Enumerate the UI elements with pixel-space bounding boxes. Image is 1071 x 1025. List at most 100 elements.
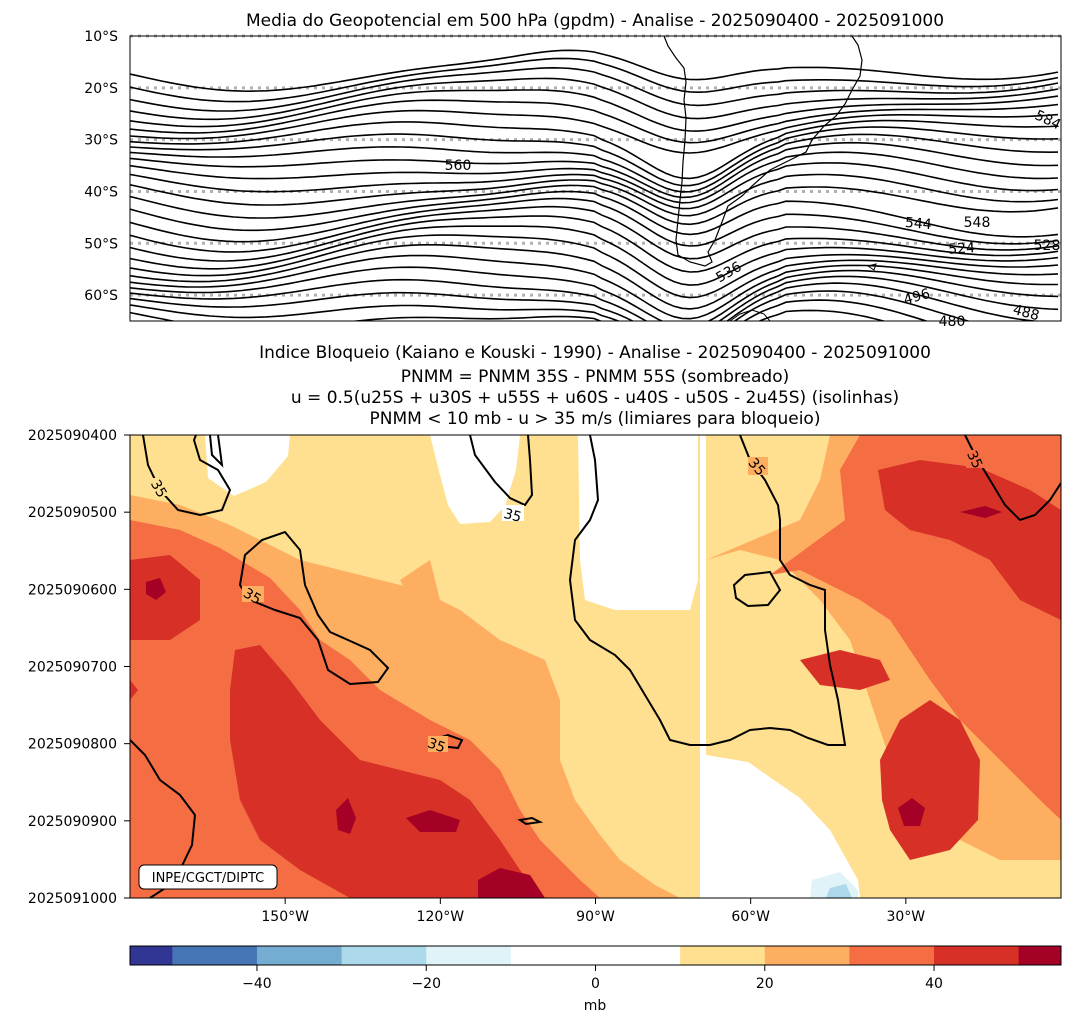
geopotential-contour (130, 49, 1059, 93)
bottom-title-line: u = 0.5(u25S + u30S + u55S + u60S - u40S… (291, 388, 899, 408)
field-region-30-40 (130, 555, 200, 640)
geopotential-contour (130, 299, 929, 321)
field-region-30-40 (800, 650, 890, 690)
geopotential-contour (130, 290, 971, 321)
geopotential-contour (130, 133, 1059, 193)
bottom-plot-area (130, 435, 1061, 898)
field-region-white (430, 435, 520, 524)
top-y-tick-label: 50°S (84, 236, 118, 252)
isoline-label-35: 35 (425, 735, 447, 756)
bottom-y-tick-label: 2025091000 (28, 891, 117, 907)
top-y-tick-label: 30°S (84, 133, 118, 149)
geopotential-contour (130, 162, 1059, 210)
colorbar-segment (341, 946, 427, 965)
colorbar-segment (595, 946, 681, 965)
geopotential-contour (130, 282, 1044, 321)
colorbar (130, 946, 1062, 965)
colorbar-tick-label: 0 (591, 976, 600, 992)
geopotential-contour (130, 244, 1059, 310)
geopotential-contour (130, 275, 1059, 321)
isoline-label-35: 35 (502, 506, 523, 526)
colorbar-segment (934, 946, 1020, 965)
colorbar-label: mb (584, 998, 607, 1014)
u-isoline (732, 570, 782, 608)
field-region-white (578, 435, 698, 610)
colorbar-ticks: −40 −20 0 20 40 (242, 965, 943, 992)
colorbar-segment (849, 946, 935, 965)
field-region-30-40 (130, 680, 138, 700)
bottom-x-tick-label: 90°W (576, 909, 615, 925)
geopotential-contour (130, 225, 1059, 286)
bottom-x-tick-label: 60°W (731, 909, 770, 925)
bottom-title-line: Indice Bloqueio (Kaiano e Kouski - 1990)… (259, 343, 931, 363)
bottom-y-axis: 2025090400 2025090500 2025090600 2025090700… (28, 428, 130, 907)
top-y-tick-label: 60°S (84, 288, 118, 304)
bottom-y-tick-label: 2025090800 (28, 737, 117, 753)
colorbar-segment (1018, 946, 1062, 965)
geopotential-contour (130, 234, 1059, 299)
geopotential-contour (130, 266, 1059, 321)
bottom-y-tick-label: 2025090900 (28, 814, 117, 830)
field-region-white (706, 755, 860, 898)
geopotential-contour (130, 89, 1059, 132)
contour-label: 524 (948, 240, 976, 258)
bottom-x-axis: 150°W 120°W 90°W 60°W 30°W (261, 898, 925, 925)
bottom-y-tick-label: 2025090600 (28, 582, 117, 598)
isoline-label-35: 35 (963, 448, 985, 471)
u-isoline (568, 435, 847, 746)
geopotential-contour (130, 151, 1059, 204)
colorbar-segment (426, 946, 512, 965)
contour-label: 528 (1034, 238, 1061, 254)
top-axes-frame (129, 35, 1062, 322)
field-region-30-40 (878, 460, 1061, 620)
contour-label: 584 (1032, 107, 1063, 133)
colorbar-segment (510, 946, 596, 965)
top-title: Media do Geopotencial em 500 hPa (gpdm) … (246, 11, 944, 31)
colorbar-tick-label: −40 (242, 976, 272, 992)
field-region-over-40 (478, 868, 545, 898)
geopotential-contour (130, 57, 1059, 103)
field-region-white (700, 435, 706, 898)
field-region-over-40 (336, 798, 356, 834)
bottom-x-tick-label: 30°W (886, 909, 925, 925)
field-region-over-40 (146, 578, 166, 600)
field-region-over-40 (406, 810, 460, 832)
field-region-over-40 (898, 798, 925, 826)
field-region-30-40 (230, 645, 540, 898)
top-y-axis: 10°S 20°S 30°S 40°S 50°S 60°S (84, 29, 118, 304)
colorbar-tick-label: 20 (756, 976, 774, 992)
contour-label: 548 (964, 215, 991, 231)
contour-label: 560 (445, 158, 472, 174)
contour-label: 488 (1011, 302, 1041, 324)
geopotential-contour (130, 126, 1059, 187)
colorbar-segment (764, 946, 850, 965)
colorbar-tick-label: 40 (925, 976, 943, 992)
geopotential-contours (130, 49, 1059, 321)
u-isoline (209, 435, 224, 468)
colorbar-segment (256, 946, 343, 965)
u-isoline (469, 435, 534, 507)
u-isoline (238, 530, 390, 686)
geopotential-contour (130, 190, 1059, 238)
colorbar-segment (680, 946, 766, 965)
credit-text: INPE/CGCT/DIPTC (152, 871, 264, 886)
geopotential-contour (130, 197, 1059, 247)
contour-label: 544 (904, 215, 932, 233)
geopotential-contour (130, 205, 1059, 260)
bottom-y-tick-label: 2025090700 (28, 660, 117, 676)
field-region-10-20 (400, 560, 440, 620)
bottom-y-tick-label: 2025090500 (28, 505, 117, 521)
geopotential-contour (130, 66, 1059, 112)
top-y-tick-label: 10°S (84, 29, 118, 45)
colorbar-segment (130, 946, 173, 965)
bottom-title: Indice Bloqueio (Kaiano e Kouski - 1990)… (259, 343, 931, 429)
geopotential-contour (130, 141, 1059, 199)
bottom-x-tick-label: 120°W (417, 909, 465, 925)
colorbar-segment (172, 946, 258, 965)
bottom-title-line: PNMM < 10 mb - u > 35 m/s (limiares para… (370, 409, 821, 429)
contour-label: 496 (902, 286, 932, 308)
credit-box: INPE/CGCT/DIPTC (138, 864, 278, 890)
top-y-tick-label: 20°S (84, 81, 118, 97)
top-plot-area (130, 36, 1059, 321)
